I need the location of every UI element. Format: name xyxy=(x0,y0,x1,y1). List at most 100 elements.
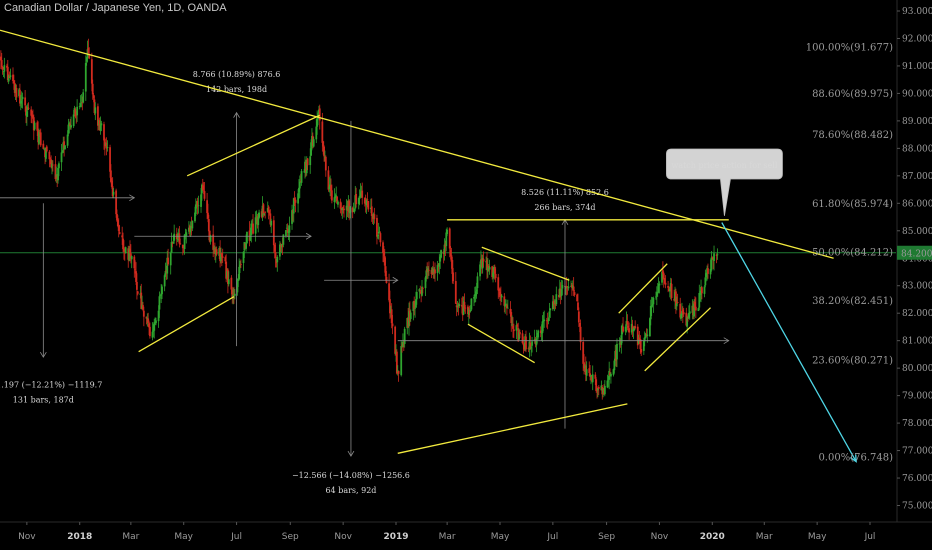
candle-body xyxy=(464,307,467,309)
candle-body xyxy=(264,211,267,213)
candle-body xyxy=(357,197,360,204)
candle-body xyxy=(197,205,200,207)
candle-body xyxy=(383,256,386,266)
candle-body xyxy=(680,314,682,319)
candle-body xyxy=(576,294,579,302)
candle-body xyxy=(88,54,91,59)
candle-body xyxy=(390,309,393,324)
candle-body xyxy=(25,106,27,116)
projection-arrowhead xyxy=(850,454,857,463)
candle-body xyxy=(515,325,518,331)
candle-body xyxy=(166,257,169,274)
candle-body xyxy=(292,198,295,214)
candle-body xyxy=(163,275,166,287)
candle-body xyxy=(469,309,472,312)
candle-body xyxy=(493,268,496,274)
candle-body xyxy=(263,213,266,215)
candle-body xyxy=(655,292,658,296)
candle-body xyxy=(153,322,156,331)
candle-body xyxy=(82,92,85,103)
candle-body xyxy=(662,270,664,274)
candle-body xyxy=(294,199,297,203)
y-tick-label: 81.000 xyxy=(902,337,932,347)
candle-body xyxy=(0,56,2,61)
candle-body xyxy=(539,330,542,334)
candle-body xyxy=(674,291,677,306)
candle-body xyxy=(608,370,611,380)
candle-body xyxy=(123,248,125,252)
candle-body xyxy=(103,124,105,141)
candle-body xyxy=(220,253,222,261)
candle-body xyxy=(145,316,148,319)
candle-body xyxy=(582,342,585,364)
candle-body xyxy=(309,156,312,166)
measure-sublabel: 131 bars, 187d xyxy=(13,395,74,404)
candle-body xyxy=(652,298,655,305)
candle-body xyxy=(238,266,241,280)
candle-body xyxy=(585,369,588,376)
candle-body xyxy=(249,234,252,241)
candle-body xyxy=(676,302,679,303)
candle-body xyxy=(207,212,209,219)
candle-body xyxy=(105,142,108,149)
candle-body xyxy=(479,264,481,277)
candle-body xyxy=(133,256,136,269)
candle-body xyxy=(267,206,270,213)
trendline xyxy=(138,296,235,353)
candle-body xyxy=(224,257,227,262)
candle-body xyxy=(664,282,667,285)
candle-body xyxy=(69,123,72,127)
candle-body xyxy=(75,114,78,116)
candle-body xyxy=(397,370,400,374)
candle-body xyxy=(512,325,514,329)
candle-body xyxy=(492,272,494,277)
candle-body xyxy=(92,94,95,98)
candle-body xyxy=(564,286,567,289)
candle-body xyxy=(351,207,354,213)
candle-body xyxy=(8,77,11,79)
candle-body xyxy=(221,256,224,258)
candle-body xyxy=(415,292,418,300)
candle-body xyxy=(521,333,524,344)
y-tick-label: 75.000 xyxy=(902,502,932,512)
candle-body xyxy=(116,213,118,221)
candle-body xyxy=(409,312,412,319)
candle-body xyxy=(415,299,417,308)
candle-body xyxy=(93,99,96,113)
candle-body xyxy=(191,220,194,229)
candle-body xyxy=(103,138,106,147)
candle-body xyxy=(612,369,615,375)
candle-body xyxy=(419,290,422,291)
candle-body xyxy=(25,111,28,117)
candle-body xyxy=(500,295,503,298)
candle-body xyxy=(382,251,385,256)
candle-body xyxy=(38,131,40,144)
candle-body xyxy=(84,62,87,92)
candle-body xyxy=(454,281,457,304)
candle-body xyxy=(504,303,507,307)
measure-sublabel: 142 bars, 198d xyxy=(206,85,267,94)
candle-body xyxy=(555,294,558,305)
candle-body xyxy=(474,291,477,296)
candle-body xyxy=(79,103,82,107)
candle-body xyxy=(633,326,636,331)
candle-body xyxy=(388,283,390,301)
candle-body xyxy=(63,141,66,149)
candle-body xyxy=(651,303,654,307)
candle-body xyxy=(258,212,260,218)
y-tick-label: 78.000 xyxy=(902,419,932,429)
measure-label: 8.526 (11.11%) 852.6 xyxy=(521,188,609,197)
candle-body xyxy=(637,338,640,344)
trendline xyxy=(0,29,834,259)
candle-body xyxy=(185,232,188,237)
candle-body xyxy=(67,124,70,134)
candle-body xyxy=(547,318,550,321)
candle-body xyxy=(548,311,551,318)
x-tick-label: Sep xyxy=(282,532,299,542)
candle-body xyxy=(542,320,545,323)
candle-body xyxy=(709,268,712,275)
trendline xyxy=(467,323,535,364)
candle-body xyxy=(19,89,21,104)
candle-body xyxy=(110,180,113,187)
